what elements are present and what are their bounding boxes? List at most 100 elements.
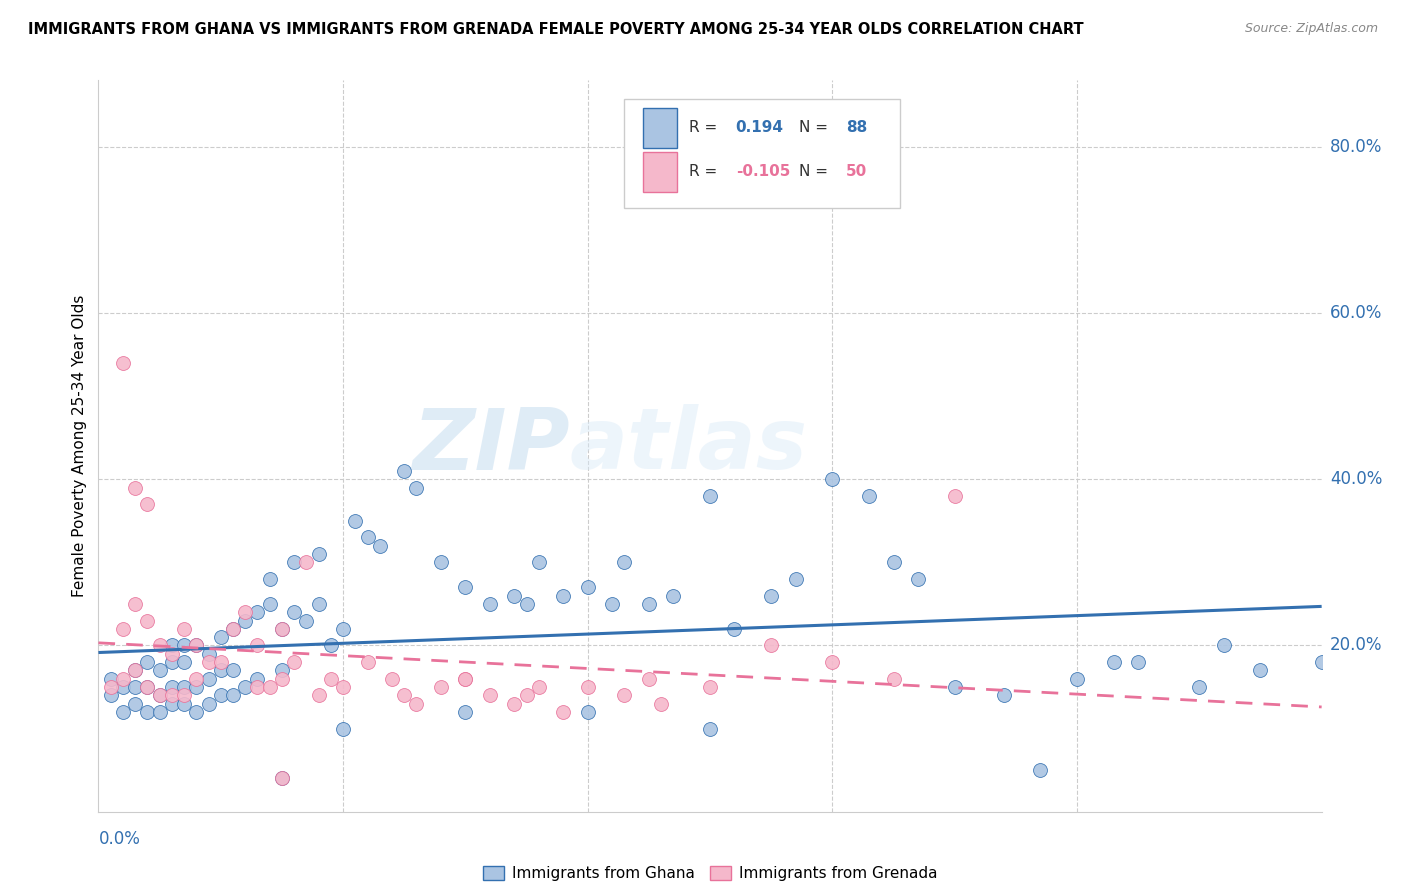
Legend: Immigrants from Ghana, Immigrants from Grenada: Immigrants from Ghana, Immigrants from G… <box>477 860 943 888</box>
Point <box>943 489 966 503</box>
Point <box>270 772 292 786</box>
Point <box>516 597 538 611</box>
Point <box>1102 655 1125 669</box>
Bar <box>643 108 678 148</box>
Point <box>576 580 599 594</box>
Point <box>392 689 416 703</box>
Point <box>430 680 453 694</box>
Point <box>650 697 672 711</box>
Point <box>785 572 807 586</box>
Point <box>259 680 281 694</box>
Point <box>111 356 134 370</box>
Point <box>259 572 281 586</box>
Point <box>111 680 134 694</box>
Point <box>111 622 134 636</box>
Point <box>209 655 232 669</box>
Point <box>503 589 526 603</box>
Text: 40.0%: 40.0% <box>1330 470 1382 488</box>
Point <box>124 664 146 678</box>
Text: Source: ZipAtlas.com: Source: ZipAtlas.com <box>1244 22 1378 36</box>
Point <box>637 597 661 611</box>
Point <box>124 481 146 495</box>
Point <box>173 655 195 669</box>
Point <box>246 672 269 686</box>
Point <box>160 697 183 711</box>
Point <box>478 689 501 703</box>
Point <box>699 722 721 736</box>
Point <box>759 589 782 603</box>
Point <box>943 680 966 694</box>
Text: 88: 88 <box>846 120 868 136</box>
Point <box>100 672 122 686</box>
Text: N =: N = <box>800 164 834 179</box>
Point <box>1188 680 1211 694</box>
Point <box>222 689 245 703</box>
Point <box>246 605 269 619</box>
Point <box>576 705 599 719</box>
Point <box>405 697 427 711</box>
Point <box>356 530 378 544</box>
Point <box>295 555 318 569</box>
Text: R =: R = <box>689 164 723 179</box>
Point <box>186 680 208 694</box>
Point <box>454 580 477 594</box>
Text: 60.0%: 60.0% <box>1330 304 1382 322</box>
Point <box>222 622 245 636</box>
Point <box>124 664 146 678</box>
Point <box>1066 672 1088 686</box>
Point <box>100 689 122 703</box>
Text: ZIP: ZIP <box>412 404 569 488</box>
Point <box>222 622 245 636</box>
Point <box>246 680 269 694</box>
Point <box>197 655 219 669</box>
Point <box>186 639 208 653</box>
Point <box>478 597 501 611</box>
Point <box>222 664 245 678</box>
Point <box>907 572 929 586</box>
Point <box>392 464 416 478</box>
Point <box>1212 639 1234 653</box>
Y-axis label: Female Poverty Among 25-34 Year Olds: Female Poverty Among 25-34 Year Olds <box>72 295 87 597</box>
Point <box>883 672 905 686</box>
Point <box>111 705 134 719</box>
Text: 20.0%: 20.0% <box>1330 637 1382 655</box>
Point <box>503 697 526 711</box>
Point <box>527 680 550 694</box>
Point <box>149 705 172 719</box>
Point <box>270 672 292 686</box>
Point <box>883 555 905 569</box>
Point <box>344 514 367 528</box>
Point <box>173 697 195 711</box>
Point <box>111 672 134 686</box>
FancyBboxPatch shape <box>624 99 900 209</box>
Point <box>136 705 159 719</box>
Point <box>332 622 354 636</box>
Point <box>553 705 575 719</box>
Point <box>149 664 172 678</box>
Point <box>197 697 219 711</box>
Point <box>209 630 232 644</box>
Point <box>821 655 844 669</box>
Text: 50: 50 <box>846 164 868 179</box>
Point <box>149 689 172 703</box>
Point <box>699 680 721 694</box>
Point <box>246 639 269 653</box>
Point <box>332 722 354 736</box>
Point <box>1249 664 1271 678</box>
Point <box>454 672 477 686</box>
Point <box>527 555 550 569</box>
Point <box>136 614 159 628</box>
Point <box>993 689 1015 703</box>
Text: N =: N = <box>800 120 834 136</box>
Point <box>124 697 146 711</box>
Point <box>149 689 172 703</box>
Point <box>136 680 159 694</box>
Point <box>308 689 330 703</box>
Point <box>283 555 305 569</box>
Point <box>283 655 305 669</box>
Point <box>259 597 281 611</box>
Point <box>124 597 146 611</box>
Point <box>821 472 844 486</box>
Point <box>270 664 292 678</box>
Point <box>173 622 195 636</box>
